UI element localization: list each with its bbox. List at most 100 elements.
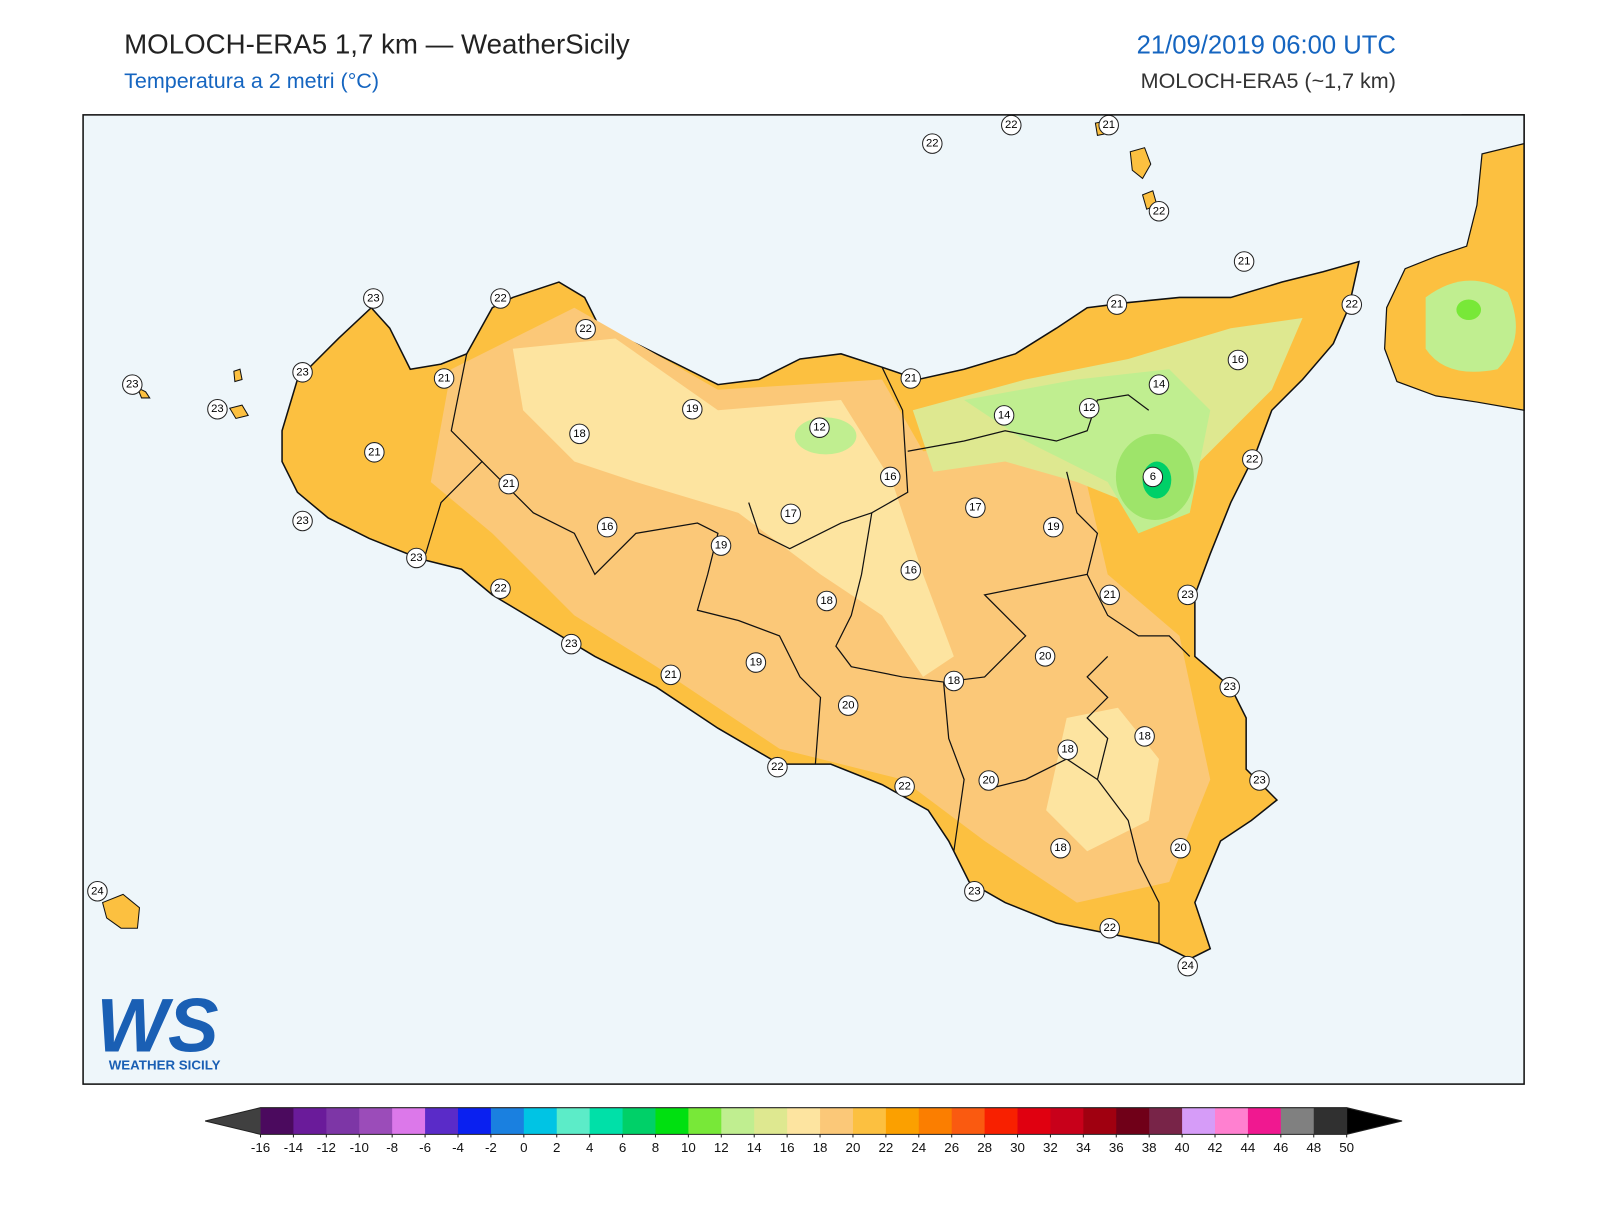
station-marker (433, 368, 455, 389)
colorbar-segment (326, 1107, 360, 1135)
colorbar-tick-label: 18 (813, 1140, 828, 1155)
station-value: 23 (367, 292, 380, 304)
colorbar-tick-label: 6 (619, 1140, 626, 1155)
station-value: 12 (1083, 402, 1096, 414)
station-marker (660, 664, 682, 686)
station-marker (1099, 917, 1120, 939)
logo-text: WEATHER SICILY (109, 1058, 221, 1073)
border (984, 758, 1098, 791)
station-marker (816, 590, 837, 612)
colorbar-segment (523, 1107, 558, 1135)
station-value: 22 (898, 781, 911, 793)
station-marker (1148, 374, 1170, 395)
station-value: 22 (1005, 119, 1018, 131)
station-value: 21 (905, 372, 918, 384)
colorbar-tick-label: 40 (1175, 1140, 1190, 1155)
station-value: 24 (1181, 960, 1194, 972)
station-marker (596, 516, 618, 538)
colorbar-segment (1280, 1107, 1315, 1135)
station-marker (364, 442, 385, 463)
colorbar-segment (655, 1107, 689, 1135)
station-value: 17 (969, 502, 982, 514)
colorbar-tick-label: -8 (386, 1140, 398, 1155)
colorbar-segment (425, 1107, 459, 1135)
station-marker (965, 497, 986, 518)
station-value: 14 (1153, 379, 1166, 391)
colorbar-tick-label: 4 (586, 1140, 594, 1155)
colorbar-segment (1050, 1107, 1084, 1135)
station-value: 21 (1238, 256, 1251, 268)
colorbar-tick-label: 24 (911, 1140, 926, 1155)
station-marker (1148, 201, 1170, 222)
colorbar-over (1346, 1107, 1403, 1135)
station-marker (900, 559, 922, 581)
border (835, 512, 965, 852)
station-marker (993, 405, 1015, 426)
colorbar-segment (392, 1107, 426, 1135)
station-marker (1057, 739, 1078, 760)
colorbar-segment (820, 1107, 854, 1135)
levanzo (233, 368, 243, 383)
station-value: 23 (1181, 589, 1194, 601)
station-marker (745, 652, 767, 673)
station-marker (780, 503, 802, 525)
station-value: 19 (1047, 521, 1060, 533)
station-value: 18 (1061, 744, 1074, 756)
station-value: 23 (565, 638, 578, 650)
pantelleria (101, 893, 141, 929)
station-value: 23 (211, 403, 224, 415)
colorbar-tick-label: -14 (284, 1140, 304, 1155)
colorbar-segment (1313, 1107, 1348, 1135)
station-marker (809, 417, 830, 438)
colorbar-segment (885, 1107, 920, 1135)
station-marker (682, 398, 703, 420)
station-marker (1142, 466, 1164, 488)
station-value: 21 (665, 669, 678, 681)
station-value: 23 (296, 366, 309, 378)
model: MOLOCH-ERA5 (~1,7 km) (1141, 69, 1396, 93)
station-marker (490, 288, 511, 309)
station-marker (1227, 349, 1249, 371)
colorbar-segment (457, 1107, 492, 1135)
station-marker (1219, 676, 1240, 698)
station-value: 21 (502, 478, 515, 490)
colorbar-tick-label: 8 (652, 1140, 659, 1155)
colorbar-segment (1017, 1107, 1051, 1135)
colorbar-segment (787, 1107, 821, 1135)
station-marker (943, 670, 965, 692)
colorbar: -16 -14 -12 -10 -8 -6 -4 -2 0 2 4 6 8 10 12 14 16 18 20 22 2… (205, 1107, 1403, 1155)
colorbar-tick-label: -6 (419, 1140, 431, 1155)
station-value: 14 (998, 409, 1011, 421)
station-marker (1177, 955, 1198, 977)
colorbar-tick-label: 50 (1339, 1140, 1354, 1155)
station-value: 18 (948, 675, 961, 687)
border (748, 366, 909, 550)
station-marker (978, 770, 999, 791)
station-value: 18 (820, 595, 833, 607)
colorbar-segment (1149, 1107, 1183, 1135)
station-marker (1078, 397, 1100, 419)
colorbar-segment (293, 1107, 327, 1135)
station-marker (1170, 837, 1191, 859)
station-marker (1242, 449, 1263, 470)
station-marker (561, 633, 582, 655)
colorbar-segment (359, 1107, 393, 1135)
colorbar-tick-label: 14 (747, 1140, 762, 1155)
station-marker (1341, 294, 1363, 315)
station-value: 22 (1246, 453, 1259, 465)
station-marker (767, 756, 788, 778)
station-value: 22 (579, 323, 592, 335)
station-value: 16 (905, 564, 918, 576)
station-marker (292, 510, 313, 532)
colorbar-segment (951, 1107, 986, 1135)
lipari (1129, 147, 1152, 180)
station-marker (1034, 646, 1056, 667)
station-marker (363, 288, 384, 309)
station-marker (837, 695, 859, 716)
colorbar-segment (1116, 1107, 1150, 1135)
station-marker (490, 578, 511, 599)
station-value: 21 (1103, 589, 1116, 601)
title: MOLOCH-ERA5 1,7 km — WeatherSicily (124, 28, 630, 59)
station-marker (406, 547, 427, 569)
border (481, 461, 822, 765)
